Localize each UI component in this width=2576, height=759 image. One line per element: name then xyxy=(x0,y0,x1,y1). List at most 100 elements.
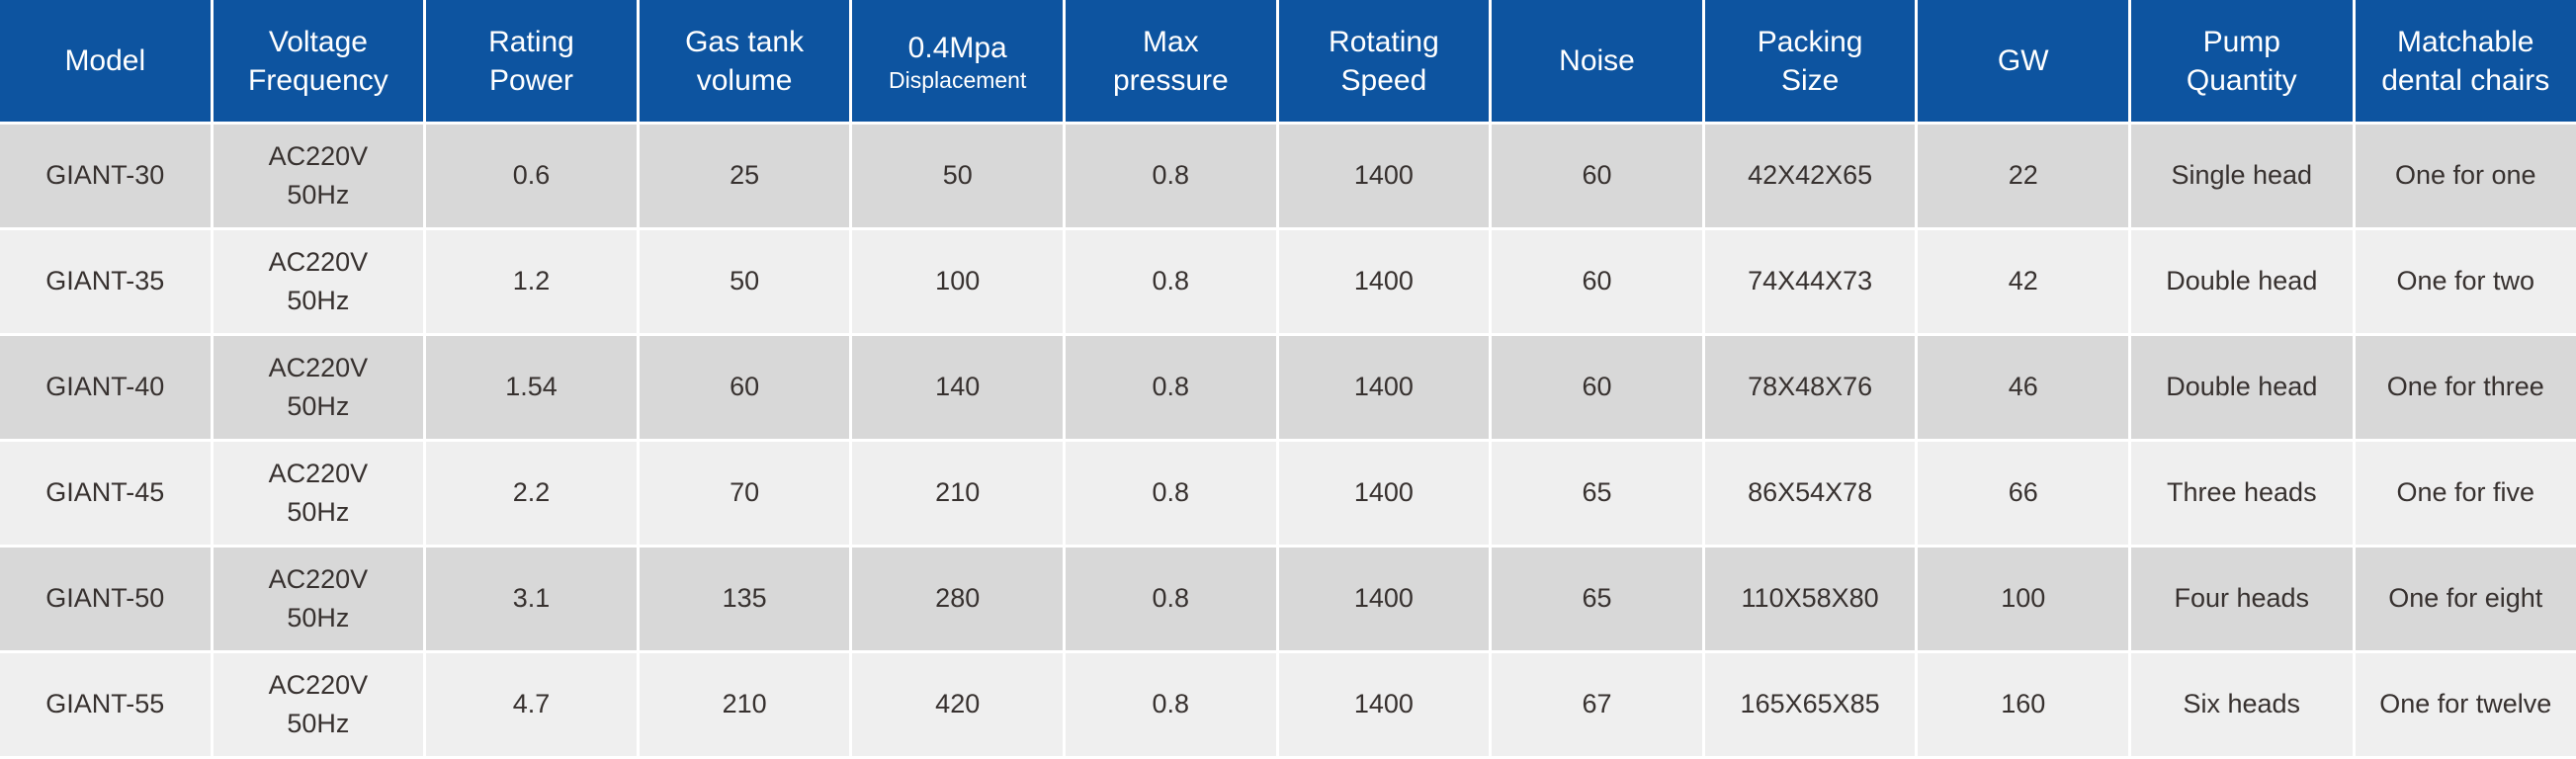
cell-gw-giant-55: 160 xyxy=(1918,653,2129,756)
cell-line: 86X54X78 xyxy=(1748,477,1873,508)
cell-gas-tank-volume-giant-30: 25 xyxy=(639,125,850,227)
cell-line: 0.8 xyxy=(1152,477,1190,508)
cell-line: 0.8 xyxy=(1152,689,1190,719)
cell-pump-quantity-giant-55: Six heads xyxy=(2131,653,2353,756)
cell-line: 0.8 xyxy=(1152,583,1190,614)
cell-displacement-giant-45: 210 xyxy=(852,442,1064,545)
cell-line: 50 xyxy=(730,266,760,296)
cell-line: Double head xyxy=(2166,372,2318,402)
cell-line: One for three xyxy=(2386,372,2544,402)
cell-line: 4.7 xyxy=(512,689,551,719)
header-label: Rating xyxy=(488,25,574,58)
cell-line: AC220V xyxy=(268,246,369,277)
cell-line: 1400 xyxy=(1353,583,1414,614)
cell-line: Six heads xyxy=(2183,689,2301,719)
header-cell-noise: Noise xyxy=(1492,0,1702,122)
cell-line: 66 xyxy=(2008,477,2038,508)
cell-gw-giant-50: 100 xyxy=(1918,548,2129,650)
cell-packing-size-giant-55: 165X65X85 xyxy=(1704,653,1916,756)
cell-gw-giant-35: 42 xyxy=(1918,230,2129,333)
cell-displacement-giant-40: 140 xyxy=(852,336,1064,439)
cell-line: GIANT-50 xyxy=(45,583,165,614)
cell-line: AC220V xyxy=(268,140,369,171)
cell-matchable-dental-chairs-giant-50: One for eight xyxy=(2355,548,2576,650)
cell-gas-tank-volume-giant-35: 50 xyxy=(639,230,850,333)
cell-line: One for eight xyxy=(2388,583,2543,614)
cell-displacement-giant-35: 100 xyxy=(852,230,1064,333)
cell-line: 1.2 xyxy=(512,266,551,296)
cell-gas-tank-volume-giant-55: 210 xyxy=(639,653,850,756)
cell-line: 280 xyxy=(935,583,981,614)
cell-model-giant-30: GIANT-30 xyxy=(0,125,211,227)
cell-rotating-speed-giant-55: 1400 xyxy=(1278,653,1490,756)
cell-line: One for twelve xyxy=(2379,689,2552,719)
header-label: Size xyxy=(1780,63,1840,97)
cell-line: 420 xyxy=(935,689,981,719)
cell-line: GIANT-45 xyxy=(45,477,165,508)
cell-line: One for two xyxy=(2396,266,2535,296)
cell-line: 210 xyxy=(722,689,767,719)
header-label: Rotating xyxy=(1329,25,1439,58)
cell-line: 1400 xyxy=(1353,160,1414,191)
cell-line: One for one xyxy=(2394,160,2536,191)
cell-model-giant-35: GIANT-35 xyxy=(0,230,211,333)
header-cell-gas-tank-volume: Gas tank volume xyxy=(639,0,850,122)
cell-line: 25 xyxy=(730,160,760,191)
cell-noise-giant-35: 60 xyxy=(1492,230,1702,333)
header-label: volume xyxy=(696,63,793,97)
cell-line: 165X65X85 xyxy=(1740,689,1880,719)
cell-line: 60 xyxy=(1582,266,1612,296)
cell-line: 140 xyxy=(935,372,981,402)
cell-line: Three heads xyxy=(2166,477,2317,508)
cell-line: 50Hz xyxy=(287,709,350,738)
header-label: Quantity xyxy=(2186,63,2297,97)
cell-voltage-frequency-giant-55: AC220V 50Hz xyxy=(213,653,424,756)
cell-line: 100 xyxy=(2001,583,2046,614)
cell-gas-tank-volume-giant-45: 70 xyxy=(639,442,850,545)
cell-line: 50Hz xyxy=(287,391,350,421)
cell-pump-quantity-giant-45: Three heads xyxy=(2131,442,2353,545)
cell-max-pressure-giant-40: 0.8 xyxy=(1066,336,1276,439)
cell-max-pressure-giant-45: 0.8 xyxy=(1066,442,1276,545)
header-label: dental chairs xyxy=(2381,63,2550,97)
cell-line: 1400 xyxy=(1353,477,1414,508)
cell-displacement-giant-55: 420 xyxy=(852,653,1064,756)
cell-rating-power-giant-40: 1.54 xyxy=(426,336,637,439)
header-label: Displacement xyxy=(889,66,1027,93)
cell-pump-quantity-giant-40: Double head xyxy=(2131,336,2353,439)
cell-model-giant-45: GIANT-45 xyxy=(0,442,211,545)
cell-rotating-speed-giant-30: 1400 xyxy=(1278,125,1490,227)
cell-gas-tank-volume-giant-50: 135 xyxy=(639,548,850,650)
cell-rotating-speed-giant-35: 1400 xyxy=(1278,230,1490,333)
cell-displacement-giant-30: 50 xyxy=(852,125,1064,227)
cell-rotating-speed-giant-45: 1400 xyxy=(1278,442,1490,545)
header-cell-pump-quantity: Pump Quantity xyxy=(2131,0,2353,122)
header-label: Power xyxy=(488,63,574,97)
cell-line: AC220V xyxy=(268,563,369,594)
header-cell-rating-power: Rating Power xyxy=(426,0,637,122)
header-cell-max-pressure: Max pressure xyxy=(1066,0,1276,122)
cell-line: 74X44X73 xyxy=(1748,266,1873,296)
cell-line: 50Hz xyxy=(287,180,350,210)
cell-rating-power-giant-35: 1.2 xyxy=(426,230,637,333)
cell-displacement-giant-50: 280 xyxy=(852,548,1064,650)
cell-line: AC220V xyxy=(268,669,369,700)
header-label: GW xyxy=(1997,44,2049,77)
cell-max-pressure-giant-35: 0.8 xyxy=(1066,230,1276,333)
cell-pump-quantity-giant-35: Double head xyxy=(2131,230,2353,333)
cell-line: 1400 xyxy=(1353,689,1414,719)
cell-voltage-frequency-giant-30: AC220V 50Hz xyxy=(213,125,424,227)
cell-max-pressure-giant-50: 0.8 xyxy=(1066,548,1276,650)
cell-model-giant-40: GIANT-40 xyxy=(0,336,211,439)
cell-pump-quantity-giant-50: Four heads xyxy=(2131,548,2353,650)
cell-line: 100 xyxy=(935,266,981,296)
cell-gw-giant-30: 22 xyxy=(1918,125,2129,227)
cell-line: 1400 xyxy=(1353,266,1414,296)
cell-max-pressure-giant-55: 0.8 xyxy=(1066,653,1276,756)
cell-line: 60 xyxy=(1582,372,1612,402)
cell-line: 0.6 xyxy=(512,160,551,191)
cell-line: 2.2 xyxy=(512,477,551,508)
cell-line: 67 xyxy=(1582,689,1612,719)
cell-line: GIANT-30 xyxy=(45,160,165,191)
cell-voltage-frequency-giant-40: AC220V 50Hz xyxy=(213,336,424,439)
